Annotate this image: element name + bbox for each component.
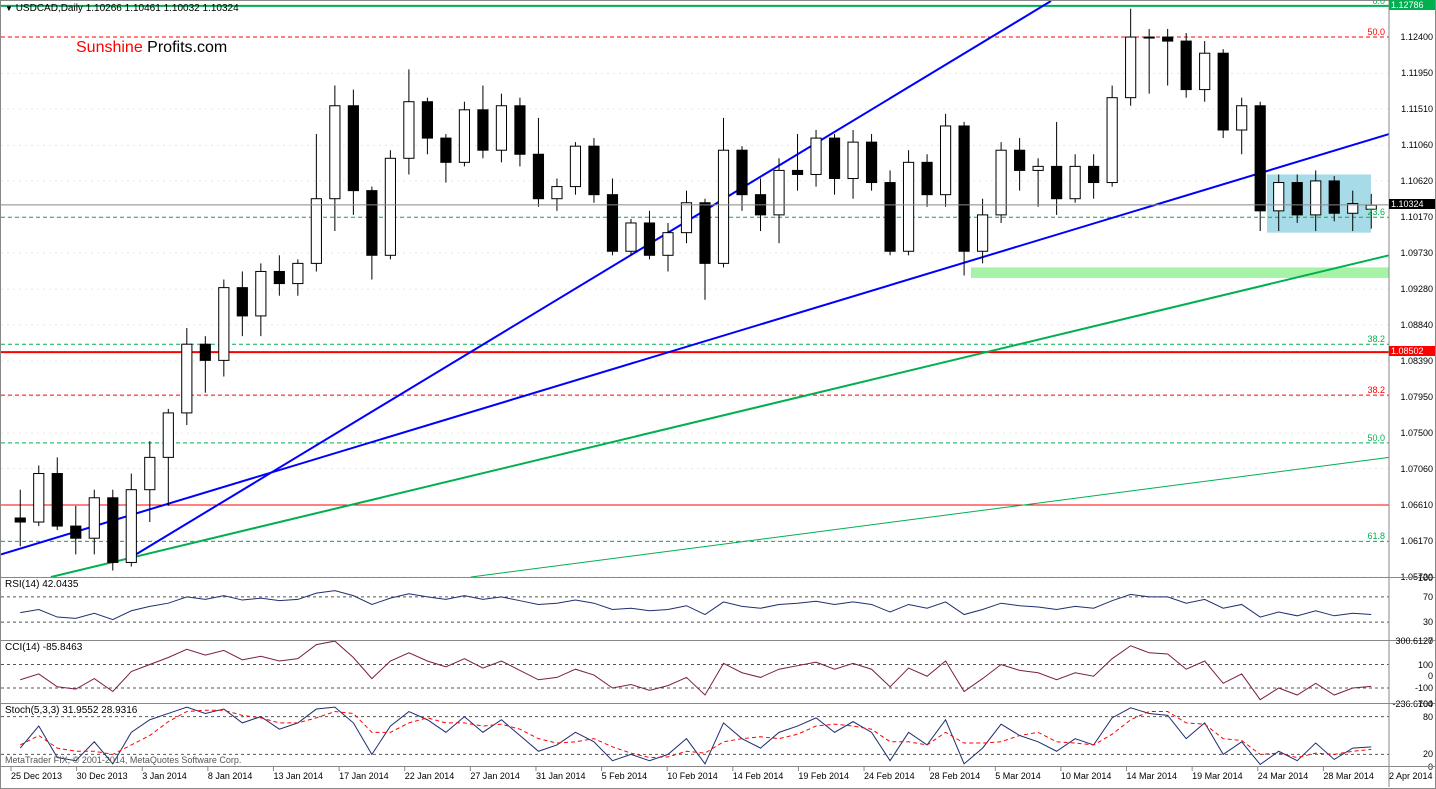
indicator-tick: 70 bbox=[1423, 592, 1433, 602]
indicator-tick: 100 bbox=[1418, 699, 1433, 709]
time-axis: 25 Dec 2013 30 Dec 2013 3 Jan 2014 8 Jan 20… bbox=[1, 766, 1435, 786]
watermark-part-a: Sunshine bbox=[76, 39, 143, 56]
indicator-label: Stoch(5,3,3) 31.9552 28.9316 bbox=[5, 705, 137, 716]
date-axis-label: 3 Jan 2014 bbox=[142, 771, 187, 781]
price-axis-tick: 1.08840 bbox=[1400, 320, 1433, 330]
fib-level-label: 50.0 bbox=[1367, 27, 1385, 37]
price-axis-tick: 1.10170 bbox=[1400, 212, 1433, 222]
indicator-tick: 80 bbox=[1423, 712, 1433, 722]
watermark-part-b: Profits.com bbox=[147, 39, 227, 56]
date-axis-label: 25 Dec 2013 bbox=[11, 771, 62, 781]
chevron-down-icon[interactable]: ▼ bbox=[5, 4, 13, 13]
price-axis-tick: 1.11950 bbox=[1401, 68, 1433, 78]
date-axis-label: 10 Feb 2014 bbox=[667, 771, 718, 781]
price-axis-tick: 1.09730 bbox=[1400, 248, 1433, 258]
price-axis-tick: 1.11060 bbox=[1401, 140, 1433, 150]
indicator-tick: 100 bbox=[1418, 573, 1433, 583]
rsi-indicator-panel[interactable]: 10070300RSI(14) 42.0435 bbox=[1, 577, 1435, 640]
price-axis-tick: 1.10620 bbox=[1400, 176, 1433, 186]
indicator-tick: 300.6127 bbox=[1395, 636, 1433, 646]
symbol-label: USDCAD,Daily bbox=[16, 3, 83, 14]
date-axis-label: 28 Mar 2014 bbox=[1323, 771, 1374, 781]
date-axis-label: 2 Apr 2014 bbox=[1389, 771, 1433, 781]
date-axis-label: 8 Jan 2014 bbox=[208, 771, 253, 781]
date-axis-label: 13 Jan 2014 bbox=[273, 771, 323, 781]
indicator-tick: -100 bbox=[1415, 683, 1433, 693]
date-axis-label: 14 Feb 2014 bbox=[733, 771, 784, 781]
date-axis-label: 19 Feb 2014 bbox=[798, 771, 849, 781]
fib-level-label: 0.0 bbox=[1372, 0, 1385, 6]
date-axis-label: 5 Feb 2014 bbox=[602, 771, 648, 781]
date-axis-label: 14 Mar 2014 bbox=[1127, 771, 1178, 781]
price-axis-tick: 1.07060 bbox=[1400, 464, 1433, 474]
price-axis-tick: 1.08390 bbox=[1400, 356, 1433, 366]
date-axis-label: 17 Jan 2014 bbox=[339, 771, 389, 781]
fib-level-label: 61.8 bbox=[1367, 531, 1385, 541]
indicator-tick: 30 bbox=[1423, 617, 1433, 627]
fib-level-label: 38.2 bbox=[1367, 334, 1385, 344]
date-axis-label: 24 Mar 2014 bbox=[1258, 771, 1309, 781]
price-axis-tick: 1.12400 bbox=[1400, 32, 1433, 42]
date-axis-label: 30 Dec 2013 bbox=[77, 771, 128, 781]
date-axis-label: 31 Jan 2014 bbox=[536, 771, 586, 781]
indicator-tick: 20 bbox=[1423, 749, 1433, 759]
stochastic-indicator-panel[interactable]: 10080200Stoch(5,3,3) 31.9552 28.9316Meta… bbox=[1, 703, 1435, 766]
price-axis-tick: 1.06610 bbox=[1400, 500, 1433, 510]
indicator-tick: 0 bbox=[1428, 671, 1433, 681]
copyright-label: MetaTrader FIX, © 2001-2014, MetaQuotes … bbox=[5, 755, 241, 765]
cci-indicator-panel[interactable]: 300.61271000-100-236.6764CCI(14) -85.846… bbox=[1, 640, 1435, 703]
date-axis-label: 24 Feb 2014 bbox=[864, 771, 915, 781]
price-axis-tick: 1.06170 bbox=[1400, 536, 1433, 546]
price-axis-tick: 1.07500 bbox=[1400, 428, 1433, 438]
chart-container: 1.12400 1.11950 1.11510 1.11060 1.10620 1.101… bbox=[0, 0, 1436, 789]
price-marker: 1.08502 bbox=[1389, 346, 1435, 356]
fib-level-label: 50.0 bbox=[1367, 433, 1385, 443]
fib-level-label: 23.6 bbox=[1367, 207, 1385, 217]
date-axis-label: 10 Mar 2014 bbox=[1061, 771, 1112, 781]
date-axis-label: 5 Mar 2014 bbox=[995, 771, 1041, 781]
date-axis-label: 22 Jan 2014 bbox=[405, 771, 455, 781]
price-marker: 1.12786 bbox=[1389, 0, 1435, 10]
price-marker: 1.10324 bbox=[1389, 199, 1435, 209]
indicator-label: RSI(14) 42.0435 bbox=[5, 579, 78, 590]
indicator-tick: 100 bbox=[1418, 660, 1433, 670]
date-axis-label: 27 Jan 2014 bbox=[470, 771, 520, 781]
indicator-label: CCI(14) -85.8463 bbox=[5, 642, 82, 653]
date-axis-label: 19 Mar 2014 bbox=[1192, 771, 1243, 781]
chart-header: ▼ USDCAD,Daily 1.10266 1.10461 1.10032 1… bbox=[5, 3, 239, 14]
price-axis-tick: 1.09280 bbox=[1400, 284, 1433, 294]
price-axis-tick: 1.11510 bbox=[1401, 104, 1433, 114]
date-axis-label: 28 Feb 2014 bbox=[930, 771, 981, 781]
main-price-chart[interactable]: 1.12400 1.11950 1.11510 1.11060 1.10620 1.101… bbox=[1, 1, 1435, 577]
watermark: Sunshine Profits.com bbox=[76, 39, 227, 57]
ohlc-label: 1.10266 1.10461 1.10032 1.10324 bbox=[86, 3, 239, 14]
fib-level-label: 38.2 bbox=[1367, 385, 1385, 395]
price-axis-tick: 1.07950 bbox=[1400, 392, 1433, 402]
